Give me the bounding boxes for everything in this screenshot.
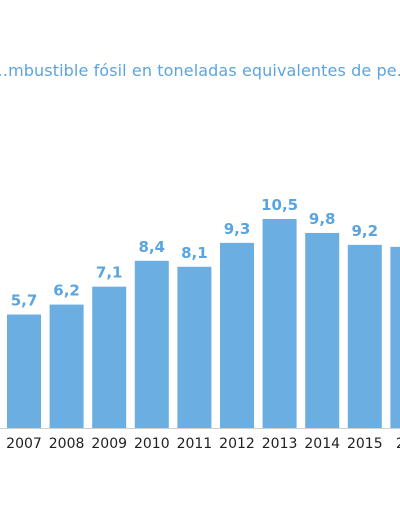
x-tick-label-2007: 2007: [6, 436, 42, 452]
x-tick-label-2014: 2014: [304, 436, 340, 452]
bar-2…: [390, 246, 400, 428]
bar-2014: [305, 232, 340, 428]
x-tick-label-2009: 2009: [91, 436, 127, 452]
value-label-2013: 10,5: [261, 196, 298, 214]
x-tick-label-2013: 2013: [262, 436, 298, 452]
value-label-2015: 9,2: [352, 222, 379, 240]
bar-2012: [220, 242, 254, 428]
bar-2009: [92, 286, 127, 428]
x-tick-label-2012: 2012: [219, 436, 255, 452]
x-tick-label-2…: 2…: [396, 436, 400, 452]
bar-2007: [7, 314, 41, 428]
value-label-2010: 8,4: [139, 238, 166, 256]
value-label-2008: 6,2: [53, 282, 80, 300]
value-label-2012: 9,3: [224, 220, 251, 238]
bar-2013: [262, 219, 297, 428]
bar-2011: [177, 266, 212, 428]
value-label-2007: 5,7: [11, 292, 38, 310]
x-tick-label-2015: 2015: [347, 436, 383, 452]
value-label-2014: 9,8: [309, 210, 336, 228]
chart-title: …mbustible fósil en toneladas equivalent…: [0, 61, 400, 80]
bar-2015: [347, 244, 382, 428]
x-tick-label-2010: 2010: [134, 436, 170, 452]
bar-2010: [134, 260, 169, 428]
bar-2008: [49, 304, 84, 428]
value-label-2009: 7,1: [96, 264, 123, 282]
x-tick-label-2008: 2008: [49, 436, 85, 452]
x-tick-label-2011: 2011: [177, 436, 213, 452]
value-label-2011: 8,1: [181, 244, 208, 262]
